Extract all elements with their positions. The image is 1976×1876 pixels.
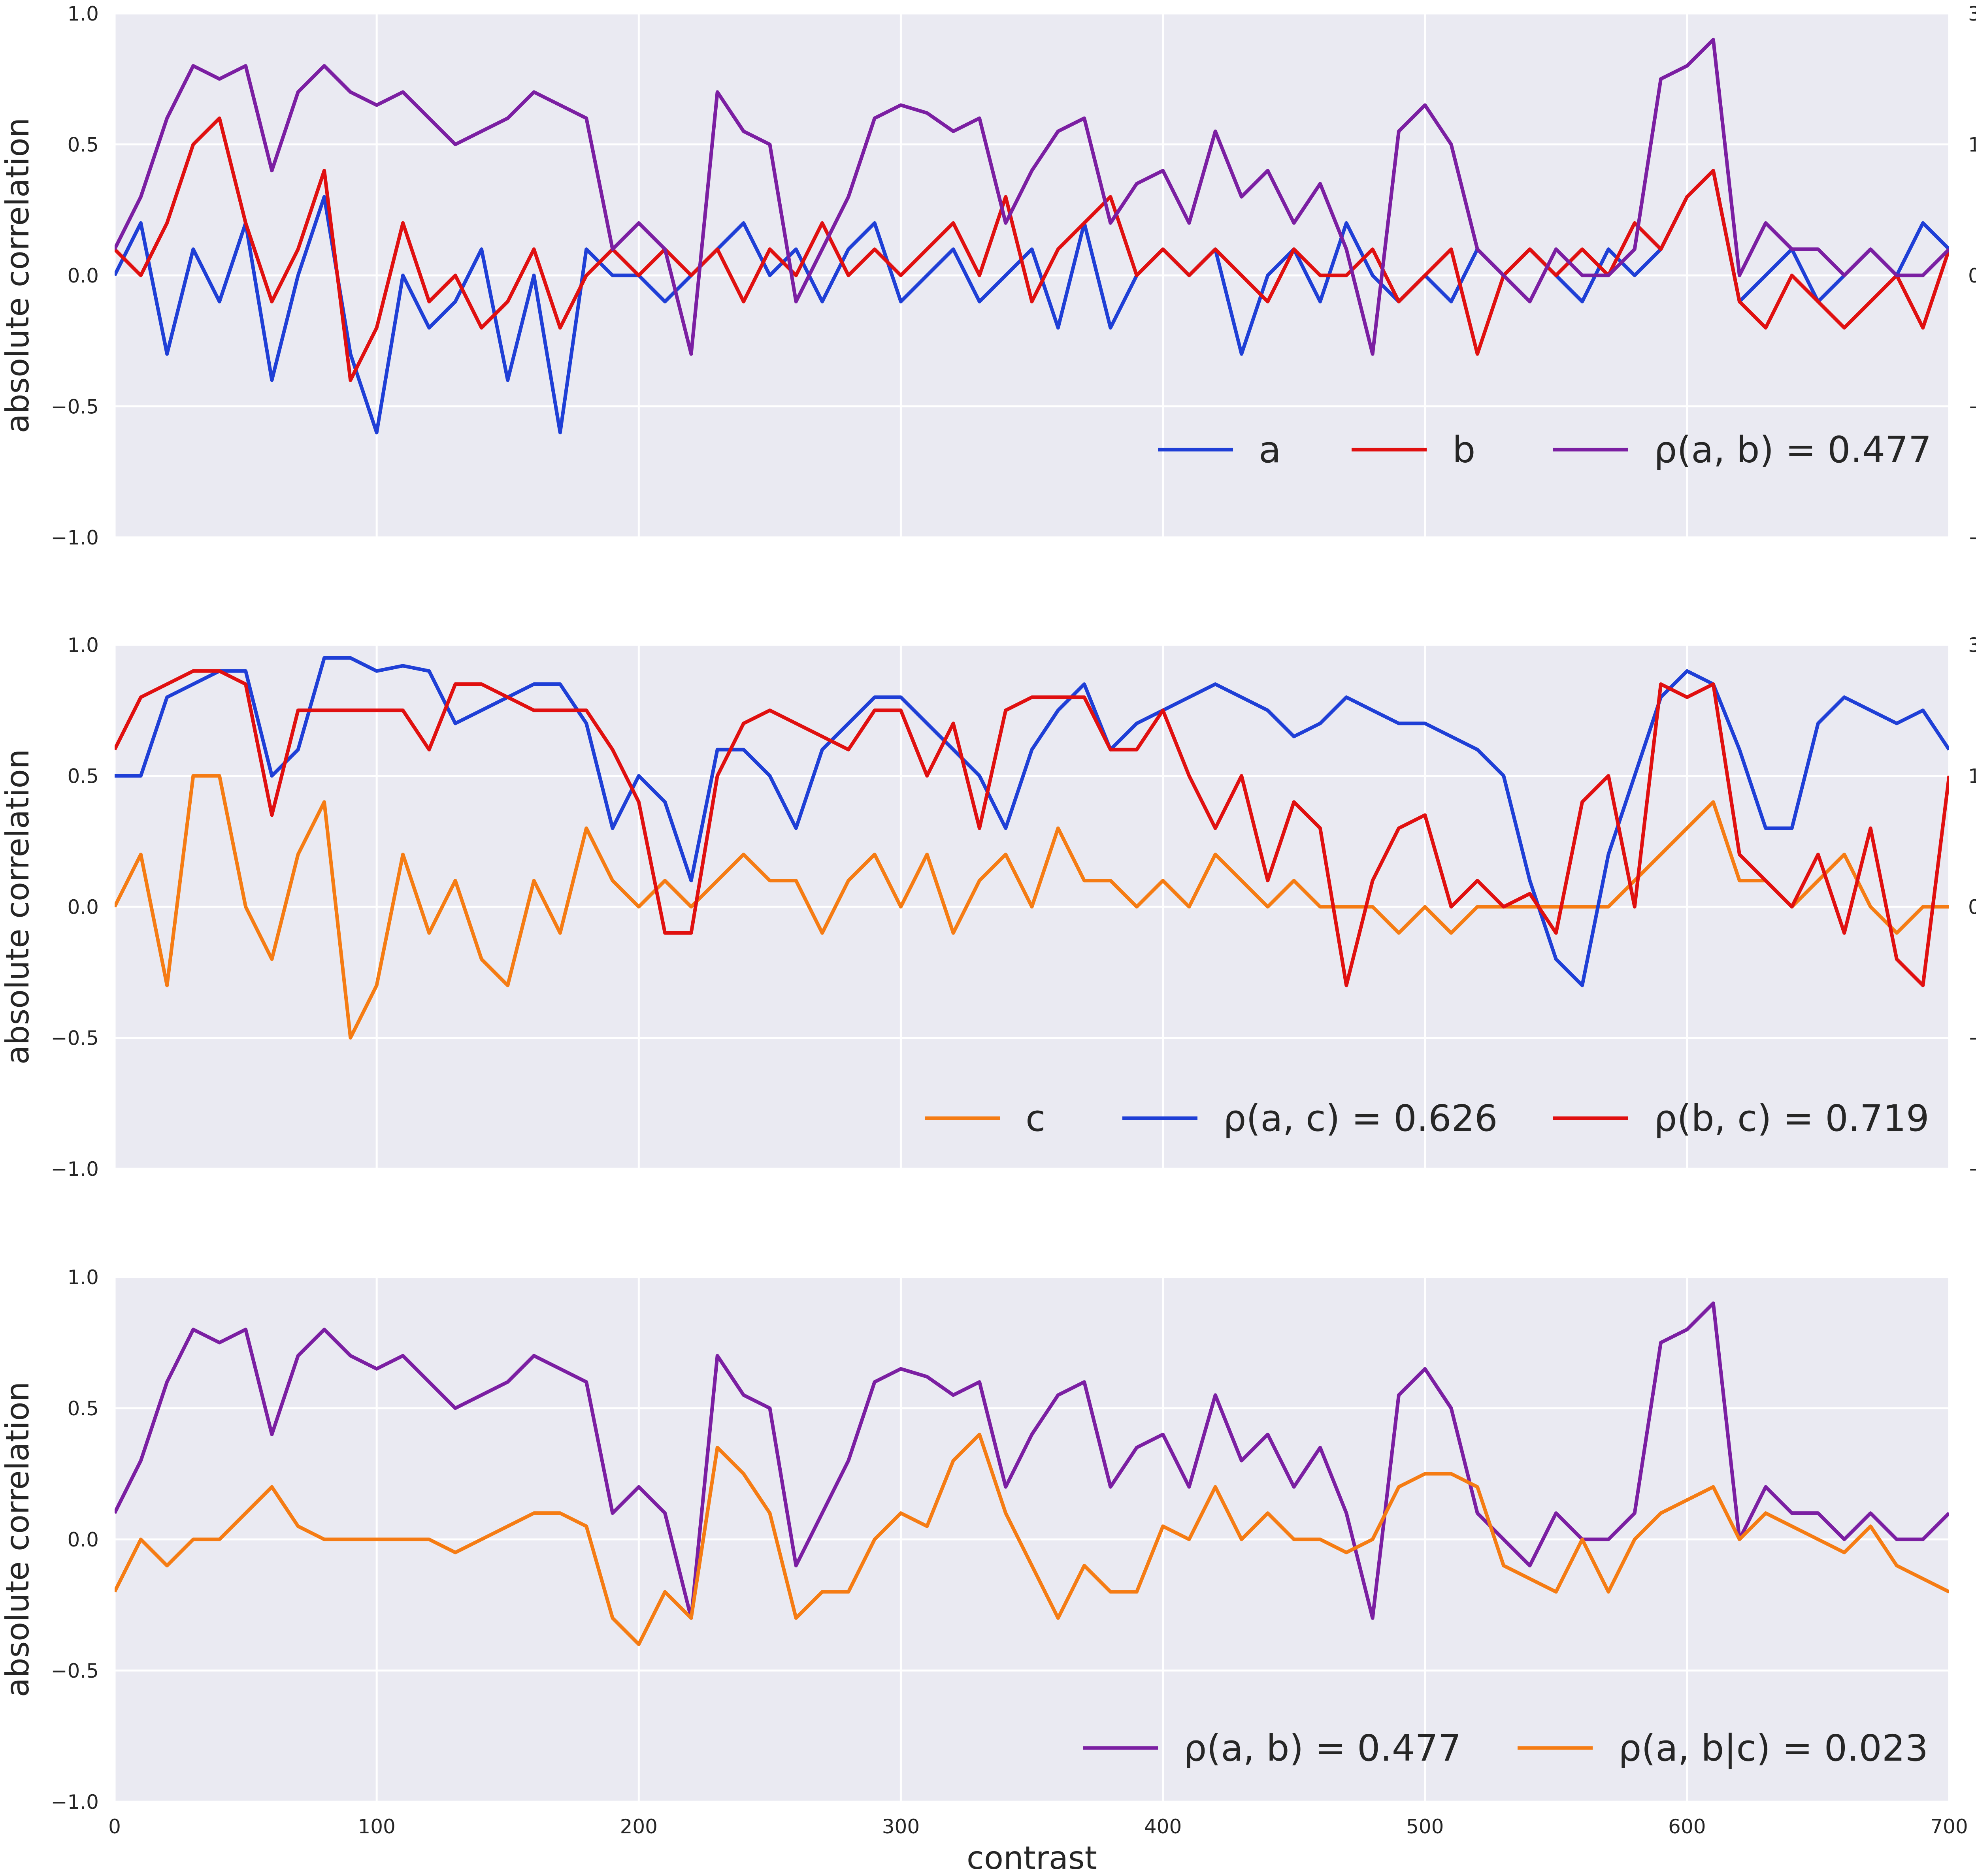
legend-label: ρ(a, c) = 0.626	[1223, 1097, 1498, 1140]
ytick-label: 0.5	[67, 765, 99, 788]
panel-bottom: 1.0 0.5 0.0 −0.5 −1.0 0 100 200 300 400 500 600 700 a…	[0, 1266, 1968, 1876]
legend-label: ρ(a, b) = 0.477	[1654, 429, 1931, 471]
xtick-label: 600	[1668, 1815, 1706, 1838]
xtick-label: 400	[1144, 1815, 1182, 1838]
ytick-label: −1.0	[51, 1791, 99, 1814]
ytick-right-label: 0.0	[1968, 264, 1976, 287]
ytick-right-label: 0.0	[1968, 896, 1976, 919]
ytick-right-label: 1.5	[1968, 134, 1976, 156]
ytick-label: 1.0	[67, 2, 99, 25]
series-line-2	[115, 38, 1949, 356]
panel-top: 1.0 0.5 0.0 −0.5 −1.0 3.0 1.5 0.0 −1.5 −3.0 absolu…	[0, 2, 1976, 549]
ylabel: absolute correlation	[0, 1382, 36, 1697]
xtick-label: 0	[108, 1815, 121, 1838]
xtick-label: 500	[1406, 1815, 1444, 1838]
series-line-0	[115, 169, 1949, 435]
ytick-right-label: 1.5	[1968, 765, 1976, 788]
panel-middle: 1.0 0.5 0.0 −0.5 −1.0 3.0 1.5 0.0 −1.5 −3.0 absolu…	[0, 634, 1976, 1181]
legend-label: ρ(b, c) = 0.719	[1654, 1097, 1929, 1140]
legend-label: c	[1026, 1097, 1046, 1140]
ytick-right-label: −1.5	[1968, 1027, 1976, 1050]
ylabel: absolute correlation	[0, 118, 36, 433]
ytick-label: 0.0	[67, 1528, 99, 1551]
xtick-label: 200	[620, 1815, 658, 1838]
ytick-right-label: −1.5	[1968, 396, 1976, 418]
ytick-right-label: 3.0	[1968, 2, 1976, 25]
series-line-2	[115, 669, 1949, 987]
xtick-label: 300	[882, 1815, 920, 1838]
ytick-right-label: −3.0	[1968, 1158, 1976, 1181]
xlabel: contrast	[967, 1840, 1097, 1876]
ytick-label: −1.0	[51, 526, 99, 549]
legend-label: a	[1259, 429, 1281, 471]
ytick-right-label: −3.0	[1968, 526, 1976, 549]
series-line-0	[115, 774, 1949, 1040]
ytick-right-label: 3.0	[1968, 634, 1976, 657]
ytick-label: −1.0	[51, 1158, 99, 1181]
ytick-label: 0.0	[67, 896, 99, 919]
legend-label: b	[1452, 429, 1475, 471]
xtick-label: 100	[358, 1815, 395, 1838]
xtick-label: 700	[1930, 1815, 1968, 1838]
ytick-label: 0.5	[67, 1397, 99, 1420]
series-line-1	[115, 656, 1949, 987]
series-line-1	[115, 116, 1949, 382]
series-line-1	[115, 1432, 1949, 1646]
series-line-0	[115, 1301, 1949, 1620]
ytick-label: −0.5	[51, 396, 99, 418]
ytick-label: 1.0	[67, 1266, 99, 1289]
ytick-label: 0.5	[67, 134, 99, 156]
ytick-label: −0.5	[51, 1027, 99, 1050]
legend-label: ρ(a, b) = 0.477	[1184, 1727, 1461, 1769]
ytick-label: 1.0	[67, 634, 99, 657]
legend-label: ρ(a, b|c) = 0.023	[1618, 1727, 1928, 1769]
ytick-label: 0.0	[67, 264, 99, 287]
ylabel: absolute correlation	[0, 749, 36, 1065]
ytick-label: −0.5	[51, 1659, 99, 1682]
